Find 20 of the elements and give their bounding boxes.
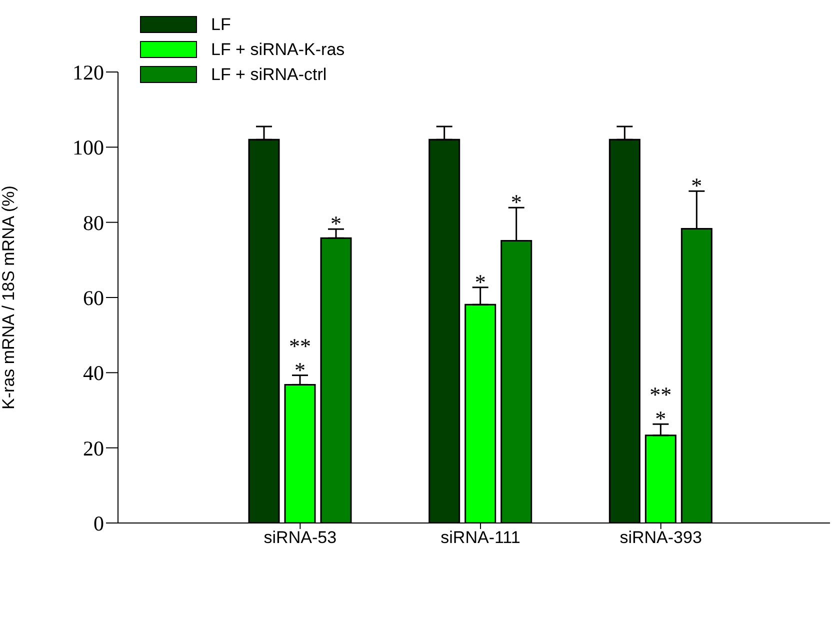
y-tick-label: 40 — [83, 361, 104, 386]
data-label: * — [510, 190, 522, 215]
y-tick-label: 60 — [83, 286, 104, 310]
data-label: ** * — [289, 333, 311, 382]
data-label: * — [474, 269, 486, 294]
legend-label: LF — [211, 14, 231, 34]
y-tick-label: 120 — [72, 60, 104, 84]
legend-label: LF + siRNA-K-ras — [211, 40, 345, 60]
data-label: * — [330, 211, 342, 236]
y-tick-label: 80 — [83, 210, 104, 235]
y-tick-label: 100 — [72, 136, 104, 160]
x-tick-label: siRNA-393 — [620, 528, 702, 548]
x-tick-label: siRNA-53 — [264, 528, 337, 548]
x-tick-label: siRNA-111 — [440, 528, 520, 548]
data-label: ** * — [650, 382, 672, 432]
legend-label: LF + siRNA-ctrl — [211, 64, 327, 84]
data-label: * — [691, 173, 702, 198]
y-tick-label: 20 — [83, 436, 104, 460]
y-axis-title: K-ras mRNA / 18S mRNA (%) — [0, 186, 18, 410]
y-tick-label: 0 — [94, 511, 104, 536]
